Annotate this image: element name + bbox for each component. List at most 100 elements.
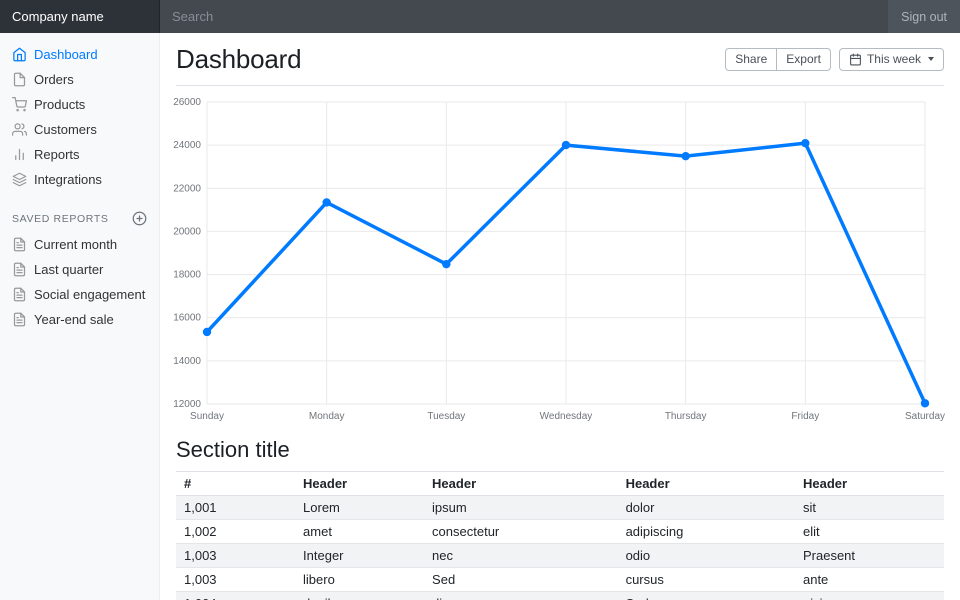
- saved-report-label: Year-end sale: [34, 312, 114, 327]
- table-row: 1,001 Lorem ipsum dolor sit: [176, 495, 944, 520]
- saved-report-last-quarter[interactable]: Last quarter: [0, 257, 159, 282]
- svg-text:Sunday: Sunday: [190, 411, 224, 422]
- svg-text:Friday: Friday: [791, 411, 819, 422]
- toolbar: Share Export This week: [725, 48, 944, 71]
- table-cell: nisi: [794, 591, 944, 600]
- table-cell: 1,003: [176, 567, 296, 592]
- svg-text:22000: 22000: [173, 183, 201, 194]
- top-navbar: Company name Sign out: [0, 0, 960, 33]
- sidebar-item-reports[interactable]: Reports: [0, 142, 159, 167]
- timeframe-dropdown-button[interactable]: This week: [838, 48, 944, 71]
- table-cell: consectetur: [424, 519, 618, 544]
- table-cell: Lorem: [295, 495, 425, 520]
- export-button[interactable]: Export: [777, 48, 831, 71]
- table-cell: diam: [424, 591, 618, 600]
- svg-text:16000: 16000: [173, 313, 201, 324]
- layers-icon: [12, 172, 27, 187]
- table-cell: Praesent: [794, 543, 944, 568]
- sidebar-item-label: Orders: [34, 72, 74, 87]
- add-report-button[interactable]: [132, 211, 147, 226]
- sidebar-item-label: Reports: [34, 147, 80, 162]
- column-header: Header: [617, 471, 795, 496]
- table-cell: nec: [424, 543, 618, 568]
- chevron-down-icon: [928, 57, 934, 62]
- sidebar: Dashboard Orders Products Customers Repo…: [0, 33, 160, 600]
- svg-text:24000: 24000: [173, 140, 201, 151]
- file-icon: [12, 72, 27, 87]
- users-icon: [12, 122, 27, 137]
- saved-report-label: Current month: [34, 237, 118, 252]
- table-cell: 1,003: [176, 543, 296, 568]
- column-header: #: [176, 471, 296, 496]
- table-row: 1,003 Integer nec odio Praesent: [176, 543, 944, 568]
- sidebar-item-label: Products: [34, 97, 86, 112]
- chart-container: 12000 14000 16000 18000 20000 22000 24000 26000…: [173, 94, 945, 424]
- svg-text:Thursday: Thursday: [665, 411, 707, 422]
- svg-text:26000: 26000: [173, 97, 201, 108]
- table-cell: dolor: [617, 495, 795, 520]
- sidebar-item-orders[interactable]: Orders: [0, 67, 159, 92]
- table-cell: ipsum: [424, 495, 618, 520]
- home-icon: [12, 47, 27, 62]
- svg-text:Tuesday: Tuesday: [427, 411, 465, 422]
- table-cell: 1,002: [176, 519, 296, 544]
- table-cell: cursus: [617, 567, 795, 592]
- saved-reports-heading-label: Saved reports: [12, 212, 109, 225]
- saved-report-year-end-sale[interactable]: Year-end sale: [0, 307, 159, 332]
- file-text-icon: [12, 312, 27, 327]
- table-cell: elit: [794, 519, 944, 544]
- sidebar-item-dashboard[interactable]: Dashboard: [0, 42, 159, 67]
- page-title: Dashboard: [176, 44, 302, 74]
- sales-line-chart[interactable]: 12000 14000 16000 18000 20000 22000 24000 26000…: [173, 94, 945, 424]
- saved-report-label: Last quarter: [34, 262, 104, 277]
- column-header: Header: [794, 471, 944, 496]
- share-button[interactable]: Share: [725, 48, 778, 71]
- table-cell: Sed: [617, 591, 795, 600]
- table-cell: Sed: [424, 567, 618, 592]
- table-cell: odio: [617, 543, 795, 568]
- sign-out-link[interactable]: Sign out: [901, 9, 947, 24]
- sidebar-item-customers[interactable]: Customers: [0, 117, 159, 142]
- table-cell: amet: [295, 519, 425, 544]
- svg-text:14000: 14000: [173, 356, 201, 367]
- section-title: Section title: [176, 437, 290, 462]
- file-text-icon: [12, 237, 27, 252]
- bar-chart-icon: [12, 147, 27, 162]
- svg-text:12000: 12000: [173, 399, 201, 410]
- column-header: Header: [295, 471, 425, 496]
- plus-circle-icon: [132, 211, 147, 226]
- svg-text:18000: 18000: [173, 270, 201, 281]
- svg-text:Wednesday: Wednesday: [540, 411, 593, 422]
- file-text-icon: [12, 287, 27, 302]
- calendar-icon: [850, 53, 861, 66]
- saved-report-label: Social engagement: [34, 287, 146, 302]
- saved-report-current-month[interactable]: Current month: [0, 232, 159, 257]
- table-cell: Integer: [295, 543, 425, 568]
- file-text-icon: [12, 262, 27, 277]
- saved-report-social-engagement[interactable]: Social engagement: [0, 282, 159, 307]
- table-cell: libero: [295, 567, 425, 592]
- main-content: Dashboard Share Export This week 12000 14…: [160, 33, 960, 600]
- table-cell: 1,004: [176, 591, 296, 600]
- svg-text:Saturday: Saturday: [905, 411, 945, 422]
- svg-text:20000: 20000: [173, 226, 201, 237]
- column-header: Header: [424, 471, 618, 496]
- sidebar-item-integrations[interactable]: Integrations: [0, 167, 159, 192]
- table-row: 1,002 amet consectetur adipiscing elit: [176, 519, 944, 544]
- table-cell: ante: [794, 567, 944, 592]
- data-table: # Header Header Header Header 1,001 Lore…: [176, 471, 944, 600]
- sidebar-item-label: Integrations: [34, 172, 102, 187]
- brand[interactable]: Company name: [0, 0, 160, 33]
- search-input[interactable]: [160, 0, 889, 33]
- sidebar-item-label: Customers: [34, 122, 97, 137]
- saved-reports-heading: Saved reports: [0, 192, 159, 232]
- table-row: 1,003 libero Sed cursus ante: [176, 567, 944, 592]
- timeframe-label: This week: [866, 52, 921, 67]
- table-cell: 1,001: [176, 495, 296, 520]
- svg-text:Monday: Monday: [309, 411, 345, 422]
- table-cell: sit: [794, 495, 944, 520]
- table-cell: dapibus: [295, 591, 425, 600]
- sidebar-item-products[interactable]: Products: [0, 92, 159, 117]
- sidebar-item-label: Dashboard: [34, 47, 98, 62]
